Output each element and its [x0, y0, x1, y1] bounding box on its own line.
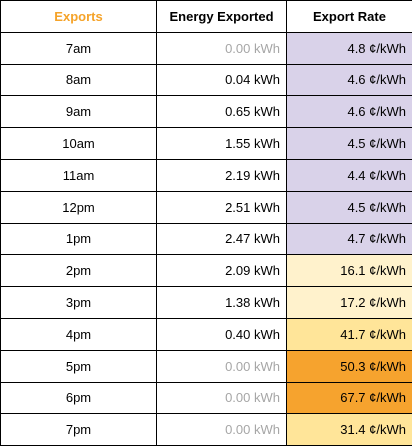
table-row: 12pm 2.51 kWh 4.5 ¢/kWh	[1, 191, 412, 223]
energy-cell: 0.00 kWh	[157, 32, 287, 64]
time-cell: 10am	[1, 128, 157, 160]
time-cell: 7pm	[1, 414, 157, 446]
table-row: 7pm 0.00 kWh 31.4 ¢/kWh	[1, 414, 412, 446]
column-header-energy-exported: Energy Exported	[157, 1, 287, 33]
table-row: 3pm 1.38 kWh 17.2 ¢/kWh	[1, 287, 412, 319]
energy-cell: 2.51 kWh	[157, 191, 287, 223]
energy-cell: 2.47 kWh	[157, 223, 287, 255]
rate-cell: 4.5 ¢/kWh	[287, 128, 412, 160]
energy-cell: 2.19 kWh	[157, 159, 287, 191]
rate-cell: 41.7 ¢/kWh	[287, 318, 412, 350]
time-cell: 6pm	[1, 382, 157, 414]
rate-cell: 4.4 ¢/kWh	[287, 159, 412, 191]
rate-cell: 4.6 ¢/kWh	[287, 64, 412, 96]
rate-cell: 4.5 ¢/kWh	[287, 191, 412, 223]
energy-cell: 0.65 kWh	[157, 96, 287, 128]
table-row: 9am 0.65 kWh 4.6 ¢/kWh	[1, 96, 412, 128]
table-row: 10am 1.55 kWh 4.5 ¢/kWh	[1, 128, 412, 160]
energy-cell: 0.00 kWh	[157, 350, 287, 382]
rate-cell: 4.6 ¢/kWh	[287, 96, 412, 128]
table-row: 7am 0.00 kWh 4.8 ¢/kWh	[1, 32, 412, 64]
rate-cell: 67.7 ¢/kWh	[287, 382, 412, 414]
rate-cell: 4.7 ¢/kWh	[287, 223, 412, 255]
time-cell: 9am	[1, 96, 157, 128]
energy-cell: 0.00 kWh	[157, 414, 287, 446]
table-row: 8am 0.04 kWh 4.6 ¢/kWh	[1, 64, 412, 96]
rate-cell: 4.8 ¢/kWh	[287, 32, 412, 64]
energy-cell: 2.09 kWh	[157, 255, 287, 287]
rate-cell: 16.1 ¢/kWh	[287, 255, 412, 287]
header-row: Exports Energy Exported Export Rate	[1, 1, 412, 33]
time-cell: 7am	[1, 32, 157, 64]
time-cell: 5pm	[1, 350, 157, 382]
time-cell: 8am	[1, 64, 157, 96]
energy-cell: 0.04 kWh	[157, 64, 287, 96]
energy-cell: 1.38 kWh	[157, 287, 287, 319]
rate-cell: 50.3 ¢/kWh	[287, 350, 412, 382]
table-row: 6pm 0.00 kWh 67.7 ¢/kWh	[1, 382, 412, 414]
column-header-exports: Exports	[1, 1, 157, 33]
column-header-export-rate: Export Rate	[287, 1, 412, 33]
time-cell: 2pm	[1, 255, 157, 287]
time-cell: 11am	[1, 159, 157, 191]
energy-cell: 0.40 kWh	[157, 318, 287, 350]
table-row: 2pm 2.09 kWh 16.1 ¢/kWh	[1, 255, 412, 287]
time-cell: 12pm	[1, 191, 157, 223]
table-row: 4pm 0.40 kWh 41.7 ¢/kWh	[1, 318, 412, 350]
energy-cell: 1.55 kWh	[157, 128, 287, 160]
time-cell: 4pm	[1, 318, 157, 350]
rate-cell: 17.2 ¢/kWh	[287, 287, 412, 319]
table-row: 5pm 0.00 kWh 50.3 ¢/kWh	[1, 350, 412, 382]
table-row: 11am 2.19 kWh 4.4 ¢/kWh	[1, 159, 412, 191]
time-cell: 3pm	[1, 287, 157, 319]
rate-cell: 31.4 ¢/kWh	[287, 414, 412, 446]
energy-cell: 0.00 kWh	[157, 382, 287, 414]
table-row: 1pm 2.47 kWh 4.7 ¢/kWh	[1, 223, 412, 255]
time-cell: 1pm	[1, 223, 157, 255]
